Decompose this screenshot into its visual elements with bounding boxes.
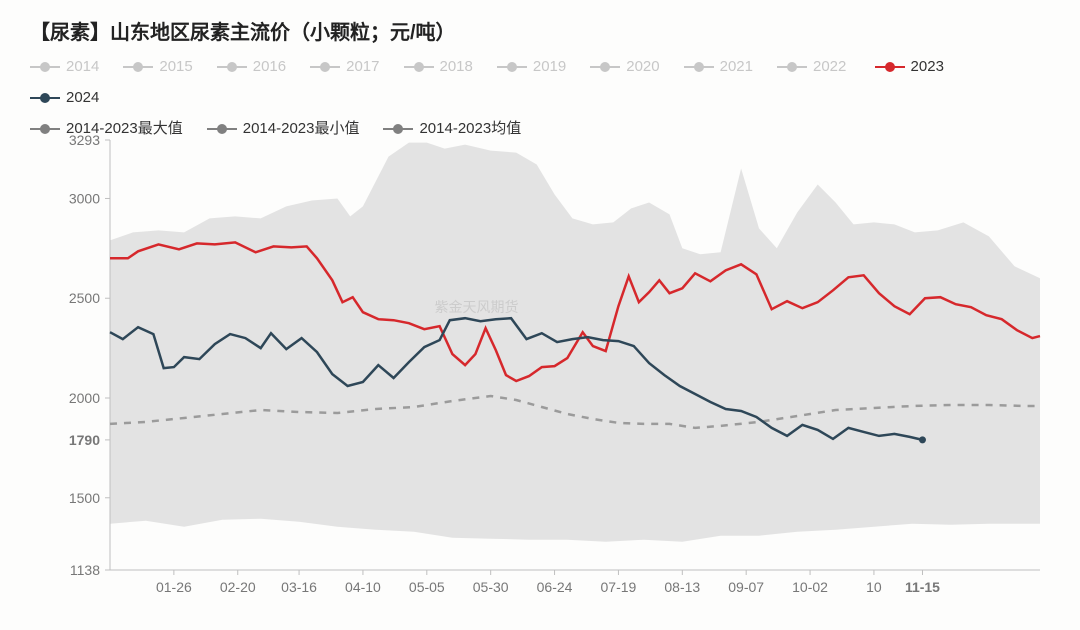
svg-text:10: 10 — [866, 579, 882, 595]
svg-text:2000: 2000 — [69, 390, 100, 406]
svg-text:04-10: 04-10 — [345, 579, 381, 595]
svg-text:03-16: 03-16 — [281, 579, 317, 595]
svg-text:11-15: 11-15 — [905, 579, 940, 595]
legend-item-2016[interactable]: 2016 — [217, 53, 286, 81]
legend-item-2017[interactable]: 2017 — [310, 53, 379, 81]
price-chart: 1138 1500 1790 2000 2500 3000 3293 01-26 02-20 03… — [30, 130, 1060, 610]
chart-title: 【尿素】山东地区尿素主流价（小颗粒；元/吨） — [0, 0, 1080, 53]
chart-area: 1138 1500 1790 2000 2500 3000 3293 01-26 02-20 03… — [30, 130, 1060, 610]
svg-text:1790: 1790 — [69, 432, 100, 448]
legend-item-2020[interactable]: 2020 — [590, 53, 659, 81]
svg-text:07-19: 07-19 — [601, 579, 637, 595]
svg-text:05-05: 05-05 — [409, 579, 445, 595]
legend-item-2019[interactable]: 2019 — [497, 53, 566, 81]
svg-text:01-26: 01-26 — [156, 579, 192, 595]
svg-text:1500: 1500 — [69, 490, 100, 506]
legend-item-2024[interactable]: 2024 — [30, 84, 99, 112]
svg-text:06-24: 06-24 — [537, 579, 573, 595]
svg-text:3000: 3000 — [69, 190, 100, 206]
svg-text:08-13: 08-13 — [664, 579, 700, 595]
svg-text:09-07: 09-07 — [728, 579, 764, 595]
legend-item-2022[interactable]: 2022 — [777, 53, 846, 81]
series-2024-end — [919, 436, 926, 443]
legend-item-2018[interactable]: 2018 — [404, 53, 473, 81]
legend-item-2015[interactable]: 2015 — [123, 53, 192, 81]
legend-item-2023[interactable]: 2023 — [875, 53, 944, 81]
svg-text:02-20: 02-20 — [220, 579, 256, 595]
svg-text:1138: 1138 — [70, 562, 100, 578]
legend-item-2021[interactable]: 2021 — [684, 53, 753, 81]
svg-text:3293: 3293 — [69, 132, 100, 148]
svg-text:05-30: 05-30 — [473, 579, 509, 595]
legend-item-2014[interactable]: 2014 — [30, 53, 99, 81]
watermark: 紫金天风期货 — [434, 299, 518, 315]
svg-text:2500: 2500 — [69, 290, 100, 306]
svg-text:10-02: 10-02 — [792, 579, 828, 595]
